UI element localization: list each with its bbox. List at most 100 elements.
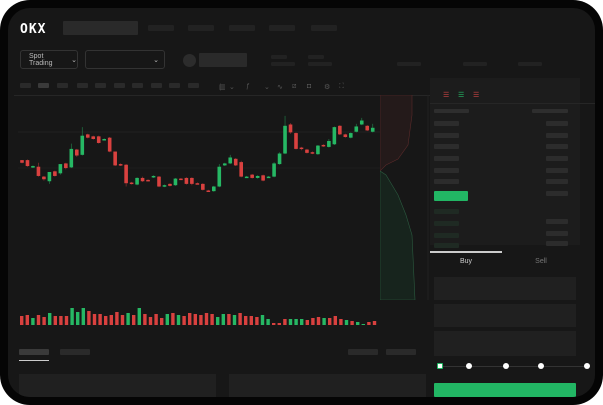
candle (113, 151, 117, 166)
candle (365, 125, 370, 131)
candle (42, 176, 46, 180)
volume-bar (216, 317, 220, 325)
nav-item[interactable] (269, 25, 295, 31)
pair-select[interactable]: ⌄ (85, 50, 165, 69)
ask-amount (546, 144, 568, 149)
nav-item[interactable] (148, 25, 174, 31)
chevron-down-icon[interactable]: ⌄ (229, 84, 235, 91)
volume-bar (48, 313, 52, 325)
ask-price (434, 144, 459, 149)
chevron-down-icon[interactable]: ⌄ (264, 84, 270, 91)
tab-open-orders[interactable] (19, 349, 49, 355)
buy-tab[interactable]: Buy (459, 258, 473, 265)
candle (47, 172, 52, 182)
timeframe-button[interactable] (188, 83, 199, 88)
volume-bar (76, 312, 80, 325)
line-icon[interactable]: ∿ (277, 84, 283, 91)
candle (118, 164, 123, 166)
candle (310, 152, 315, 154)
active-tab-indicator (430, 251, 502, 253)
timeframe-button[interactable] (20, 83, 31, 88)
tab-order-history[interactable] (60, 349, 90, 355)
nav-item[interactable] (188, 25, 214, 31)
amount-input[interactable] (434, 304, 576, 327)
candle (173, 178, 178, 186)
volume-bar (221, 314, 225, 325)
pair-name-placeholder (199, 53, 247, 67)
nav-item[interactable] (311, 25, 337, 31)
chevron-down-icon: ⌄ (71, 56, 77, 64)
timeframe-button[interactable] (77, 83, 88, 88)
volume-bar (42, 317, 46, 325)
asks-only-icon[interactable]: ☰ (473, 92, 480, 99)
volume-bar (372, 321, 377, 325)
divider (430, 103, 595, 104)
timeframe-button[interactable] (57, 83, 68, 88)
volume-bar (361, 324, 365, 325)
slider-step[interactable] (503, 363, 509, 369)
candle-type-icon[interactable]: ▥ (219, 84, 226, 91)
bids-only-icon[interactable]: ☰ (458, 92, 465, 99)
filter-button[interactable] (386, 349, 416, 355)
price-input[interactable] (434, 277, 576, 300)
volume-bar (165, 314, 169, 325)
total-input[interactable] (434, 331, 576, 356)
timeframe-button[interactable] (114, 83, 125, 88)
volume-bar (20, 316, 24, 325)
app-screen: OKX Spot Trading ⌄ ⌄ ▥ ⌄ ƒ ⌄ ∿ ⧄ ◘ ⚙ ⛶ ☰ … (8, 8, 595, 397)
filter-button[interactable] (348, 349, 378, 355)
volume-bar (232, 315, 237, 325)
camera-icon[interactable]: ◘ (307, 83, 312, 90)
volume-bar (367, 322, 371, 325)
candle (255, 175, 260, 178)
volume-bar (154, 314, 158, 325)
amount-slider[interactable] (437, 363, 590, 369)
timeframe-button[interactable] (169, 83, 180, 88)
indicator-icon[interactable]: ƒ (246, 83, 250, 90)
fullscreen-icon[interactable]: ⛶ (339, 83, 344, 90)
settings-icon[interactable]: ⚙ (324, 84, 331, 91)
okx-logo[interactable]: OKX (20, 22, 47, 37)
volume-bar (171, 313, 175, 325)
candle (299, 147, 304, 150)
candle (217, 166, 222, 187)
candle (96, 136, 101, 143)
slider-step[interactable] (584, 363, 590, 369)
spot-trading-select[interactable]: Spot Trading ⌄ (20, 50, 78, 69)
ask-amount (546, 179, 568, 184)
timeframe-button[interactable] (132, 83, 143, 88)
buy-button[interactable] (434, 383, 576, 397)
slider-handle[interactable] (437, 363, 443, 369)
candle (250, 174, 254, 178)
timeframe-button[interactable] (38, 83, 49, 88)
stat-value (518, 62, 542, 66)
nav-item[interactable] (229, 25, 255, 31)
candle (332, 127, 337, 145)
ask-amount (546, 133, 568, 138)
candlestick-chart[interactable] (8, 8, 428, 338)
volume-bar (188, 313, 192, 325)
slider-step[interactable] (538, 363, 544, 369)
candle (266, 176, 271, 179)
candle (20, 160, 24, 163)
candle (53, 171, 57, 176)
slider-step[interactable] (466, 363, 472, 369)
candle (129, 182, 134, 185)
ask-amount (546, 168, 568, 173)
sell-tab[interactable]: Sell (535, 258, 547, 265)
order-book (430, 78, 580, 245)
volume-bar (260, 315, 265, 325)
volume-bar (137, 308, 141, 325)
ruler-icon[interactable]: ⧄ (292, 83, 297, 90)
candle (69, 148, 74, 168)
volume-bar (210, 314, 214, 325)
volume-bar (328, 318, 332, 325)
candle (75, 149, 79, 156)
both-sides-icon[interactable]: ☰ (443, 92, 450, 99)
volume-bar (199, 315, 203, 325)
candle (354, 126, 359, 132)
bid-amount (546, 231, 568, 236)
timeframe-button[interactable] (151, 83, 162, 88)
timeframe-button[interactable] (95, 83, 106, 88)
order-book-header (434, 109, 469, 113)
